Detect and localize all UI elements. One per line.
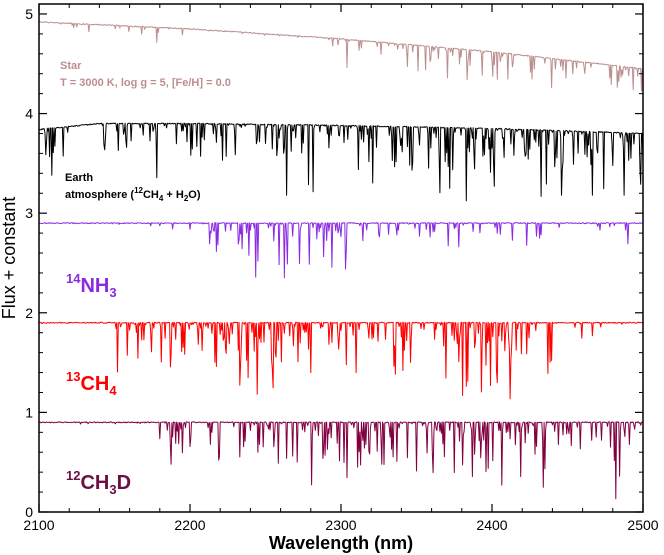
nh3-sup: 14 bbox=[66, 271, 81, 286]
ch3d-ch: CH bbox=[80, 472, 109, 494]
spectrum-line-2 bbox=[39, 222, 643, 279]
x-tick-label: 2500 bbox=[627, 517, 658, 533]
y-tick-label: 1 bbox=[25, 404, 33, 420]
series-layer bbox=[39, 21, 643, 500]
earth-ch: CH bbox=[143, 189, 159, 201]
earth-label-line1: Earth bbox=[65, 172, 93, 184]
y-tick-label: 0 bbox=[25, 504, 33, 520]
earth-plus-h: + H bbox=[163, 189, 184, 201]
ch3d-d: D bbox=[117, 472, 131, 494]
star-params-label: T = 3000 K, log g = 5, [Fe/H] = 0.0 bbox=[60, 77, 231, 89]
spectrum-line-1 bbox=[39, 122, 643, 202]
x-tick-label: 2300 bbox=[325, 517, 356, 533]
earth-sub-2: 2 bbox=[184, 194, 189, 203]
ch3d-label: 12CH3D bbox=[66, 468, 131, 497]
ch4-sub: 4 bbox=[109, 383, 117, 398]
ch4-label: 13CH4 bbox=[66, 369, 117, 398]
earth-sub-4: 4 bbox=[159, 194, 164, 203]
y-tick-label: 5 bbox=[25, 6, 33, 22]
x-tick-label: 2400 bbox=[476, 517, 507, 533]
x-tick-label: 2200 bbox=[174, 517, 205, 533]
ch3d-sup: 12 bbox=[66, 468, 80, 483]
y-tick-label: 4 bbox=[25, 106, 33, 122]
y-axis-title: Flux + constant bbox=[0, 197, 19, 320]
spectrum-line-4 bbox=[39, 421, 643, 500]
spectrum-line-3 bbox=[39, 321, 643, 400]
y-tick-label: 3 bbox=[25, 205, 33, 221]
earth-o-close: O) bbox=[188, 189, 201, 201]
ch4-base: CH bbox=[80, 373, 109, 395]
nh3-sub: 3 bbox=[109, 285, 116, 300]
earth-sup-12: 12 bbox=[134, 186, 143, 195]
earth-prefix: atmosphere ( bbox=[65, 189, 134, 201]
x-tick-label: 2100 bbox=[23, 517, 54, 533]
ch3d-sub: 3 bbox=[109, 482, 116, 497]
spectrum-line-0 bbox=[39, 21, 643, 92]
star-label: Star bbox=[60, 60, 82, 72]
nh3-label: 14NH3 bbox=[66, 271, 117, 300]
earth-label-line2: atmosphere (12CH4 + H2O) bbox=[65, 186, 201, 203]
ch4-sup: 13 bbox=[66, 369, 80, 384]
nh3-base: NH bbox=[80, 275, 109, 297]
y-tick-label: 2 bbox=[25, 305, 33, 321]
x-axis-title: Wavelength (nm) bbox=[269, 533, 413, 553]
